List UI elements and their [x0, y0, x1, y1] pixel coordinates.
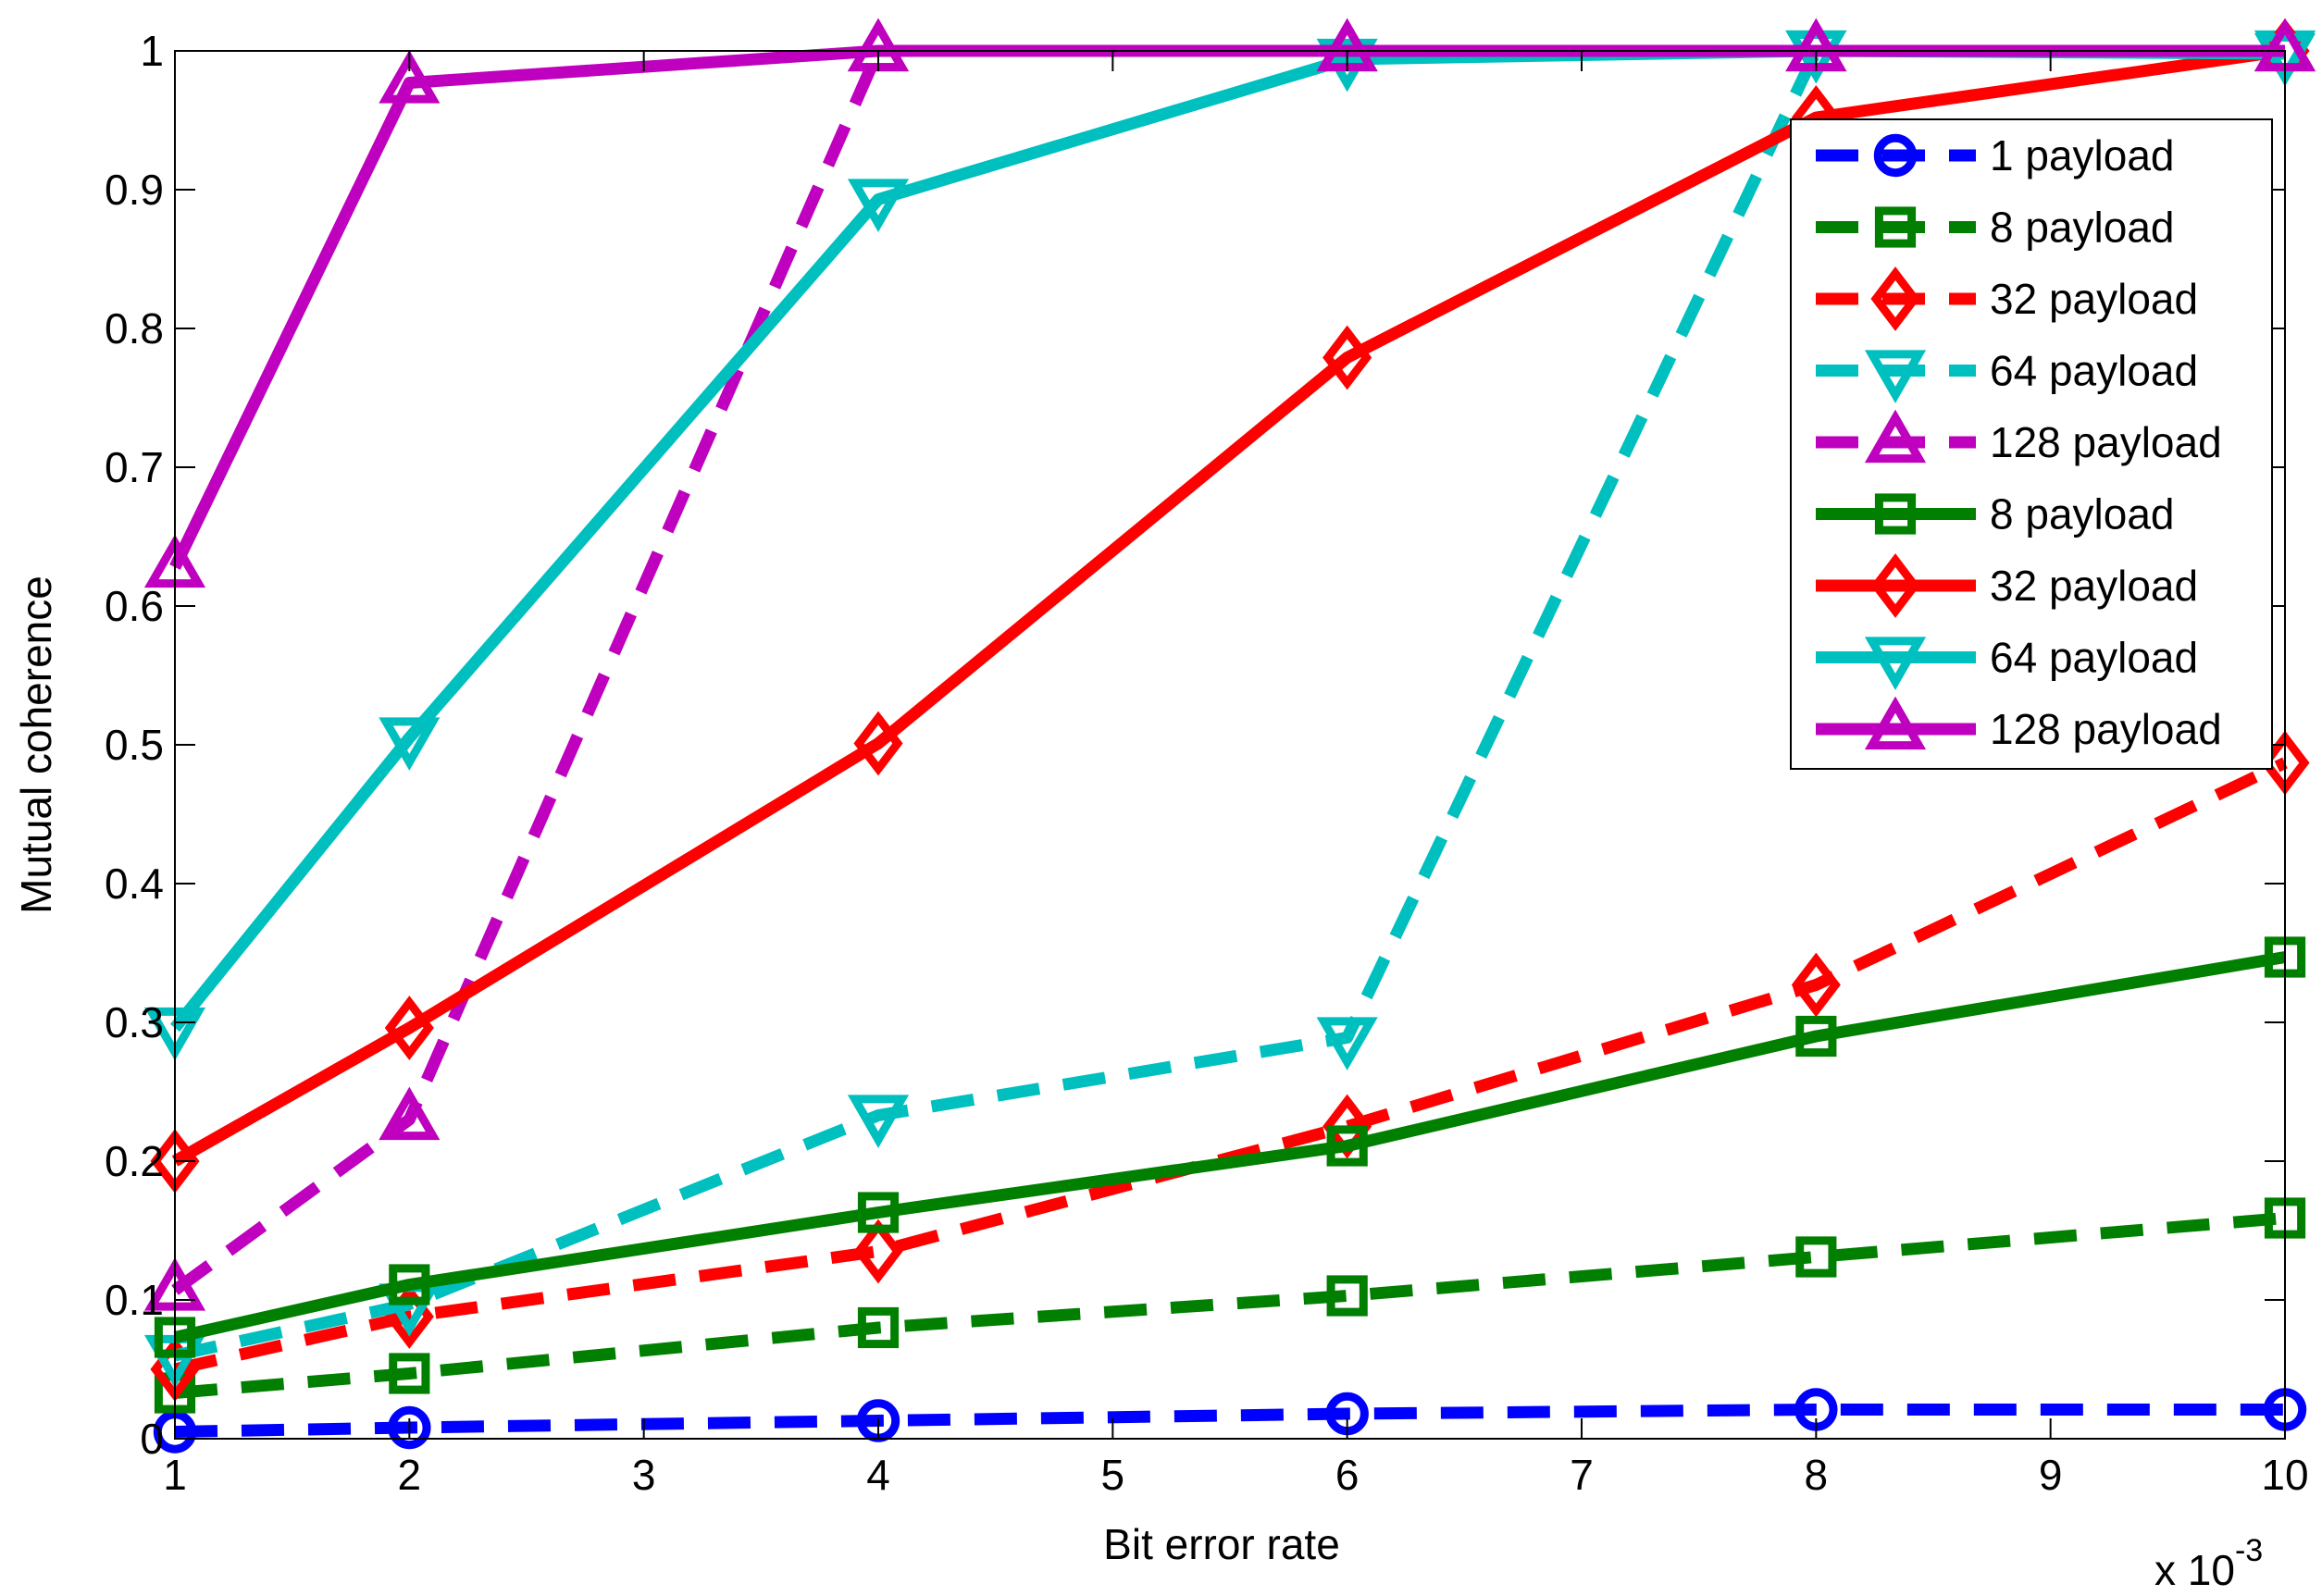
legend-marker: [1874, 493, 1917, 535]
series-line: [173, 951, 2287, 1343]
axes: 1 2 3 4 5 6 7 8 9 10 0 0.1 0.2 0.3 0.4 0.5 0.6 0.7 0.8 0.9…: [12, 27, 2309, 1594]
legend-marker: [1864, 350, 1927, 403]
data-point: [384, 996, 434, 1060]
legend-entry: 32 payload: [1816, 266, 2198, 331]
y-tick-label: 0.5: [105, 721, 164, 769]
series-line: [173, 757, 2288, 1376]
series-6: [154, 936, 2306, 1358]
data-point: [1316, 1017, 1378, 1070]
legend-label: 32 payload: [1990, 275, 2198, 323]
x-tick-label: 1: [163, 1451, 187, 1499]
data-point: [379, 717, 441, 771]
y-tick-label: 0.9: [105, 166, 164, 214]
y-tick-label: 0.3: [105, 998, 164, 1046]
y-tick-label: 0.7: [105, 443, 164, 491]
y-axis-title: Mutual coherence: [12, 575, 60, 914]
x-tick-label: 3: [632, 1451, 656, 1499]
legend-marker: [1864, 637, 1927, 690]
series-line: [174, 1404, 2285, 1438]
data-point: [388, 1405, 431, 1450]
y-tick-label: 0: [140, 1415, 164, 1463]
legend-label: 64 payload: [1990, 634, 2198, 682]
legend-label: 64 payload: [1990, 347, 2198, 395]
series-line: [173, 44, 2285, 1362]
data-point: [2254, 32, 2316, 87]
data-point: [853, 1219, 903, 1284]
data-point: [1795, 1236, 1837, 1278]
legend-label: 128 payload: [1990, 705, 2222, 753]
legend-entry: 64 payload: [1816, 634, 2198, 690]
data-point: [1326, 1275, 1368, 1317]
legend-entry: 128 payload: [1816, 409, 2222, 466]
data-point: [379, 50, 441, 104]
x-axis-multiplier: x 10-3: [2154, 1533, 2263, 1594]
y-tick-label: 1: [140, 27, 164, 75]
legend-entry: 8 payload: [1816, 490, 2175, 538]
legend-entry: 8 payload: [1816, 204, 2175, 252]
y-tick-label: 0.1: [105, 1276, 164, 1324]
legend-label: 32 payload: [1990, 562, 2198, 610]
data-point: [857, 1306, 900, 1349]
x-axis-title: Bit error rate: [1103, 1520, 1340, 1568]
legend-marker: [1864, 409, 1927, 464]
y-tick-label: 0.2: [105, 1137, 164, 1185]
y-tick-label: 0.6: [105, 582, 164, 630]
legend-marker: [1870, 553, 1920, 618]
x-tick-label: 4: [866, 1451, 890, 1499]
data-point: [389, 1264, 430, 1305]
x-tick-label: 6: [1335, 1451, 1360, 1499]
x-tick-labels: 1 2 3 4 5 6 7 8 9 10: [163, 1451, 2308, 1499]
data-point: [1795, 1015, 1837, 1058]
tick-marks: [174, 50, 2286, 1440]
x-axis-multiplier-exponent: -3: [2235, 1533, 2263, 1568]
legend-marker: [1864, 696, 1927, 750]
legend: 1 payload 8 payload 32 payload 64 payload 12…: [1790, 118, 2273, 770]
legend-entry: 32 payload: [1816, 553, 2198, 618]
legend-label: 128 payload: [1990, 418, 2222, 466]
legend-label: 1 payload: [1990, 131, 2175, 179]
data-point: [1326, 1125, 1368, 1167]
data-point: [853, 711, 903, 776]
data-point: [857, 1192, 900, 1233]
legend-label: 8 payload: [1990, 204, 2175, 252]
data-point: [379, 1086, 441, 1141]
x-tick-label: 2: [398, 1451, 422, 1499]
legend-marker: [1873, 133, 1918, 178]
legend-label: 8 payload: [1990, 490, 2175, 538]
legend-entry: 128 payload: [1816, 696, 2222, 753]
legend-marker: [1874, 206, 1917, 248]
legend-entry: 64 payload: [1816, 347, 2198, 403]
x-tick-label: 9: [2039, 1451, 2063, 1499]
series-line: [171, 44, 2286, 1167]
y-tick-label: 0.8: [105, 304, 164, 353]
series-line: [174, 1212, 2286, 1399]
x-tick-label: 10: [2261, 1451, 2308, 1499]
legend-marker: [1870, 266, 1920, 331]
x-tick-label: 5: [1101, 1451, 1125, 1499]
y-tick-labels: 0 0.1 0.2 0.3 0.4 0.5 0.6 0.7 0.8 0.9 1: [105, 27, 164, 1463]
legend-entry: 1 payload: [1816, 131, 2175, 179]
x-tick-label: 7: [1570, 1451, 1594, 1499]
data-point: [847, 179, 910, 232]
y-tick-label: 0.4: [105, 860, 164, 908]
data-point: [389, 1353, 430, 1394]
x-tick-label: 8: [1805, 1451, 1829, 1499]
data-point: [1791, 952, 1841, 1018]
data-point: [847, 1095, 910, 1148]
data-point: [1322, 325, 1372, 390]
